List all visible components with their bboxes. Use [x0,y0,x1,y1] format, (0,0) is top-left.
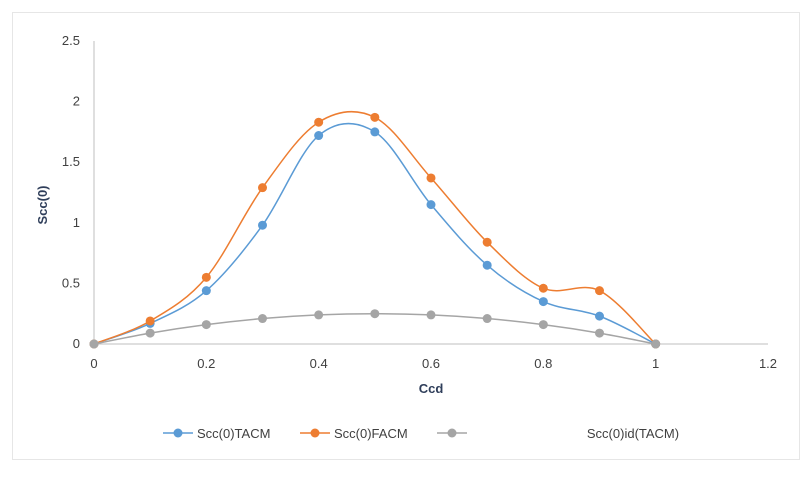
x-tick-label: 0.8 [534,356,552,371]
data-point [426,173,436,183]
legend-item: Scc(0)id(TACM) [437,426,679,441]
legend-label: Scc(0)FACM [334,426,408,441]
data-point [426,200,436,210]
data-point [314,117,324,127]
data-point [201,320,211,330]
data-point [538,283,548,293]
data-point [651,339,661,349]
data-point [482,314,492,324]
data-point [314,131,324,141]
x-tick-label: 0.2 [197,356,215,371]
data-point [89,339,99,349]
data-point [482,260,492,270]
data-point [370,112,380,122]
legend: Scc(0)TACM Scc(0)FACM Scc(0)id(TACM) [163,426,679,441]
data-point [426,310,436,320]
y-tick-label: 1 [73,215,80,230]
data-point [595,286,604,296]
x-tick-label: 1.2 [759,356,777,371]
x-tick-label: 1 [652,356,659,371]
series-scc-0-id-tacm [89,309,661,349]
data-point [595,311,604,321]
plot-area [89,110,661,349]
data-point [370,309,380,319]
data-point [201,286,211,296]
legend-marker [447,428,457,438]
data-point [201,272,211,282]
line-chart: 0 0.5 1 1.5 2 2.5 0 0.2 0.4 0.6 0.8 1 1.2 Ccd Scc(0)… [35,33,777,441]
legend-item: Scc(0)TACM [163,426,270,441]
data-point [258,220,267,230]
x-tick-label: 0 [90,356,97,371]
legend-label: Scc(0)TACM [197,426,270,441]
data-point [595,328,604,338]
legend-marker [173,428,183,438]
legend-marker [310,428,320,438]
data-point [482,237,492,247]
x-tick-label: 0.4 [310,356,328,371]
legend-item: Scc(0)FACM [300,426,408,441]
x-axis-title: Ccd [419,381,444,396]
data-point [314,310,324,320]
data-point [370,127,380,137]
data-point [145,328,155,338]
y-tick-label: 2 [73,94,80,109]
x-tick-label: 0.6 [422,356,440,371]
data-point [258,314,267,324]
legend-label: Scc(0)id(TACM) [587,426,679,441]
y-tick-label: 0 [73,336,80,351]
data-point [258,183,267,193]
chart-container: 0 0.5 1 1.5 2 2.5 0 0.2 0.4 0.6 0.8 1 1.2 Ccd Scc(0)… [12,12,800,460]
data-point [538,320,548,330]
y-axis-title: Scc(0) [35,185,50,224]
series-line [93,312,656,345]
y-tick-label: 2.5 [62,33,80,48]
y-tick-label: 1.5 [62,154,80,169]
data-point [538,297,548,307]
data-point [145,316,155,326]
axes: 0 0.5 1 1.5 2 2.5 0 0.2 0.4 0.6 0.8 1 1.2 [62,33,777,371]
y-tick-label: 0.5 [62,275,80,290]
